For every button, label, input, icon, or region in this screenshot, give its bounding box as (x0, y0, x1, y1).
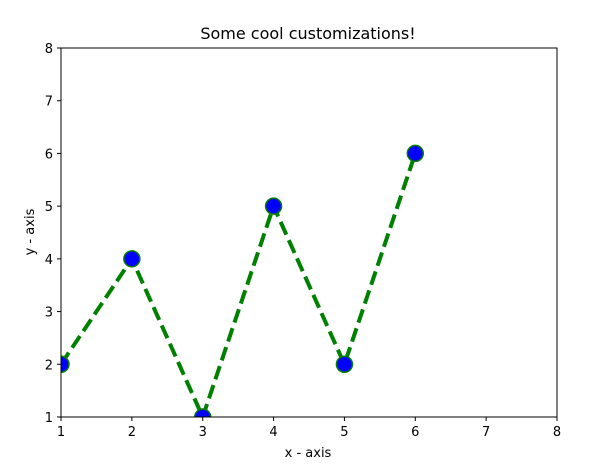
x-tick-label-4: 4 (269, 425, 277, 440)
x-tick-label-1: 1 (57, 425, 65, 440)
y-axis-label: y - axis (23, 208, 38, 255)
x-axis-label: x - axis (285, 446, 332, 461)
x-tick-label-6: 6 (411, 425, 419, 440)
data-point (336, 356, 352, 372)
series-0 (53, 145, 423, 425)
x-tick-label-8: 8 (553, 425, 561, 440)
y-tick-label-6: 6 (45, 147, 53, 162)
data-point (407, 145, 423, 161)
y-tick-label-8: 8 (45, 42, 53, 57)
y-tick-label-5: 5 (45, 200, 53, 215)
data-point (124, 251, 140, 267)
chart-title: Some cool customizations! (200, 24, 415, 43)
y-tick-label-2: 2 (45, 358, 53, 373)
plot-frame (61, 48, 557, 417)
data-point (266, 198, 282, 214)
x-tick-label-2: 2 (128, 425, 136, 440)
x-tick-label-7: 7 (482, 425, 490, 440)
x-tick-label-5: 5 (340, 425, 348, 440)
y-tick-label-1: 1 (45, 411, 53, 426)
x-tick-label-3: 3 (199, 425, 207, 440)
y-tick-label-7: 7 (45, 95, 53, 110)
y-tick-label-3: 3 (45, 306, 53, 321)
y-tick-label-4: 4 (45, 253, 53, 268)
series-line (61, 153, 415, 417)
